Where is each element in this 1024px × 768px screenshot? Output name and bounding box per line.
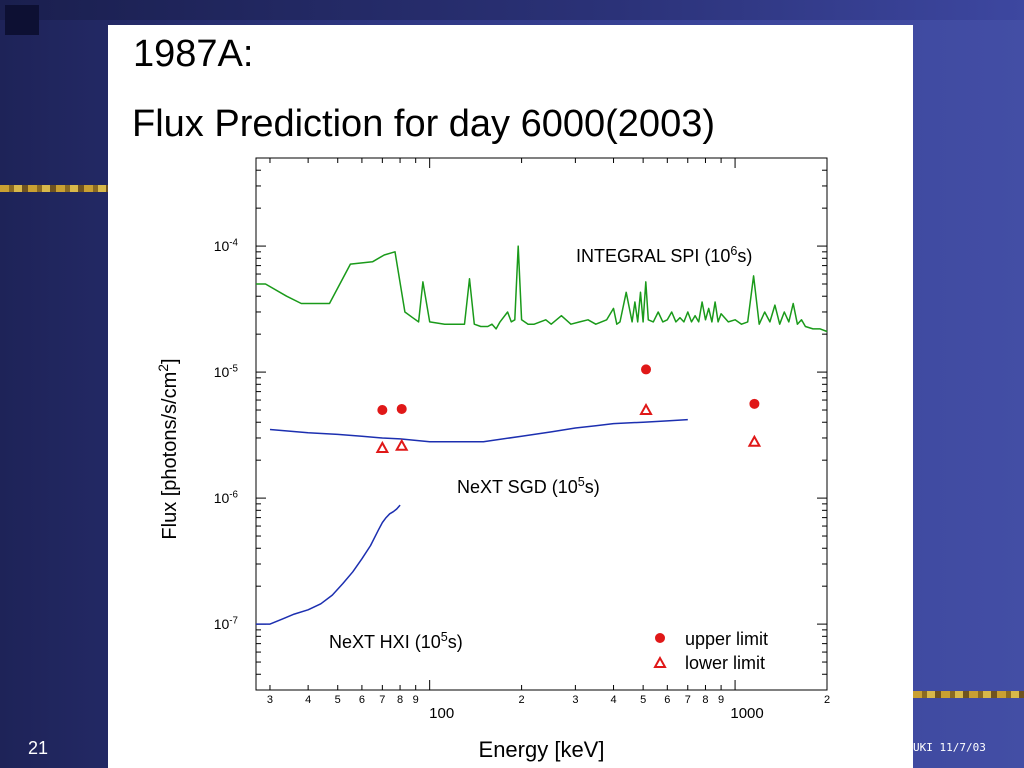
x-minor-tick-label: 3 <box>572 694 578 706</box>
decorative-stripe-left <box>0 185 108 192</box>
x-minor-tick-label: 9 <box>718 694 724 706</box>
upper-limit-point <box>396 403 407 414</box>
footer-date: UKI 11/7/03 <box>913 741 986 754</box>
corner-square <box>5 5 39 35</box>
chart-points <box>375 364 762 453</box>
chart-series <box>256 245 828 625</box>
x-minor-tick-label: 2 <box>519 694 525 706</box>
integral-spi-label: INTEGRAL SPI (106s) <box>576 244 752 266</box>
legend-upper-limit-marker <box>655 633 665 643</box>
next-hxi-label: NeXT HXI (105s) <box>329 630 463 652</box>
lower-limit-point <box>639 402 653 416</box>
x-minor-tick-label: 3 <box>267 694 273 706</box>
next-sgd-line <box>269 418 688 443</box>
upper-limit-point <box>749 398 760 409</box>
slide-title-line1: 1987A: <box>133 33 254 75</box>
legend-lower-limit-marker <box>653 655 667 668</box>
x-major-tick-label: 100 <box>429 705 454 722</box>
y-tick-label: 10-5 <box>214 363 239 380</box>
integral-spi-line <box>256 245 828 333</box>
lower-limit-point <box>375 440 390 453</box>
x-minor-tick-label: 6 <box>359 694 365 706</box>
plot-frame <box>255 157 828 691</box>
x-minor-tick-label: 5 <box>335 694 341 706</box>
x-minor-tick-label: 5 <box>640 694 646 706</box>
x-minor-tick-label: 4 <box>305 694 311 706</box>
x-minor-tick-label: 8 <box>397 694 403 706</box>
x-minor-tick-label: 2 <box>824 694 830 706</box>
upper-limit-point <box>641 364 652 375</box>
lower-limit-point <box>747 434 762 447</box>
y-tick-label: 10-4 <box>214 237 239 254</box>
x-minor-tick-label: 4 <box>610 694 616 706</box>
lower-limit-point <box>395 438 409 451</box>
legend-upper-limit-label: upper limit <box>685 629 768 649</box>
slide-title-line2: Flux Prediction for day 6000(2003) <box>132 103 715 145</box>
x-major-tick-label: 1000 <box>730 705 763 722</box>
slide-canvas: 1987A: Flux Prediction for day 6000(2003… <box>108 25 913 768</box>
x-axis-label: Energy [keV] <box>479 737 605 762</box>
axis-ticks <box>256 157 828 691</box>
x-minor-tick-label: 9 <box>413 694 419 706</box>
legend-lower-limit-label: lower limit <box>685 653 765 673</box>
x-minor-tick-label: 8 <box>702 694 708 706</box>
y-tick-label: 10-6 <box>214 490 239 507</box>
x-minor-tick-label: 7 <box>379 694 385 706</box>
x-minor-tick-label: 7 <box>685 694 691 706</box>
x-minor-tick-label: 6 <box>664 694 670 706</box>
next-sgd-label: NeXT SGD (105s) <box>457 475 600 497</box>
y-tick-label: 10-7 <box>214 616 238 633</box>
next-hxi-line <box>256 504 401 625</box>
top-banner <box>0 0 1024 20</box>
upper-limit-point <box>377 405 388 416</box>
decorative-stripe-right <box>913 691 1024 698</box>
y-axis-label: Flux [photons/s/cm2] <box>155 358 181 539</box>
slide-number: 21 <box>28 738 49 758</box>
